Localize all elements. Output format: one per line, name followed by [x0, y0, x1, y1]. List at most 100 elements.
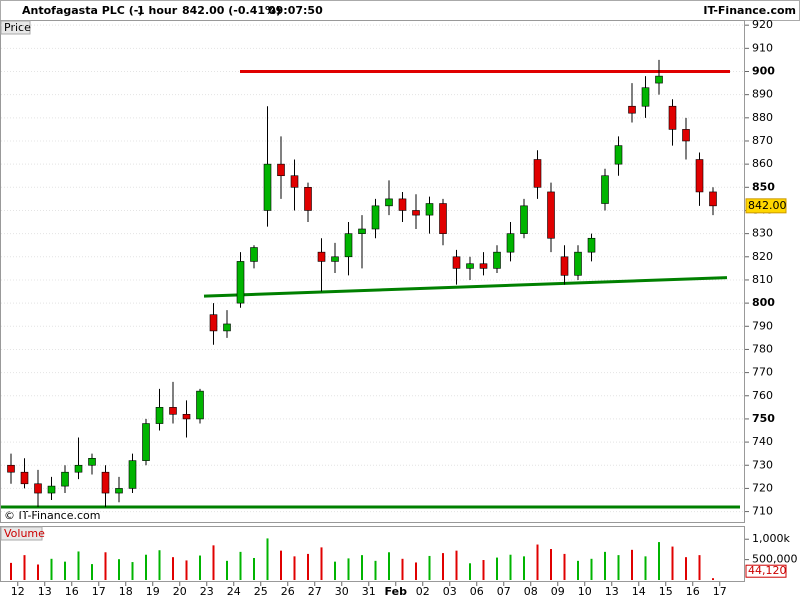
- candle-body: [169, 407, 177, 415]
- candle-body: [263, 163, 272, 211]
- volume-bar: [644, 556, 647, 580]
- volume-bar: [10, 562, 12, 580]
- volume-panel-label: Volume: [4, 527, 45, 540]
- candle-body: [236, 261, 245, 304]
- x-tick-label: 10: [578, 585, 592, 598]
- panel-tag: [0, 526, 43, 541]
- candle-body: [290, 175, 299, 188]
- candle-body: [304, 187, 312, 211]
- y-tick-label: 850: [752, 180, 775, 193]
- candle-body: [115, 488, 123, 494]
- candle-body: [614, 145, 623, 165]
- volume-bar: [145, 554, 147, 580]
- volume-bar: [631, 549, 633, 580]
- volume-bar: [388, 552, 390, 580]
- volume-bar: [550, 549, 552, 580]
- x-tick-label: 20: [173, 585, 187, 598]
- volume-bar: [226, 560, 228, 580]
- candle-body: [47, 485, 56, 494]
- x-tick-label: 30: [335, 585, 349, 598]
- x-tick-label: 23: [200, 585, 214, 598]
- volume-bar: [185, 560, 188, 580]
- candle-body: [560, 256, 569, 276]
- x-tick-label: 09: [551, 585, 565, 598]
- candle-body: [425, 203, 434, 216]
- candle-body: [493, 251, 501, 269]
- y-tick-label: 720: [752, 481, 773, 494]
- volume-bar: [428, 555, 431, 580]
- quote: 842.00 (-0.41%): [182, 4, 281, 17]
- candle-body: [641, 87, 650, 107]
- candle-body: [7, 464, 15, 473]
- trend-line: [203, 276, 728, 298]
- candle-body: [88, 458, 96, 466]
- x-tick-label: 24: [227, 585, 241, 598]
- candle-body: [412, 210, 420, 216]
- volume-bar: [307, 553, 309, 580]
- candle-body: [587, 237, 596, 253]
- volume-bar: [523, 556, 525, 580]
- x-tick-label: 14: [632, 585, 646, 598]
- volume-bar: [158, 550, 161, 580]
- candle-body: [520, 205, 528, 234]
- x-tick-label: 19: [146, 585, 160, 598]
- y-tick-label: 740: [752, 435, 773, 448]
- volume-bar: [563, 553, 566, 580]
- x-tick-label: 16: [65, 585, 79, 598]
- x-tick-label: 02: [416, 585, 430, 598]
- x-tick-label: 15: [659, 585, 673, 598]
- volume-bar: [536, 544, 539, 580]
- candle-body: [317, 251, 326, 262]
- price-frame: [0, 20, 745, 523]
- x-tick-label: 18: [119, 585, 133, 598]
- volume-bar: [199, 555, 201, 580]
- x-tick-label: 13: [38, 585, 52, 598]
- volume-bar: [212, 545, 215, 580]
- candle-body: [682, 129, 690, 142]
- candle-body: [452, 256, 461, 269]
- candle-body: [668, 105, 677, 130]
- candle-body: [574, 251, 582, 276]
- y-tick-label: 820: [752, 250, 773, 263]
- candle-body: [466, 263, 474, 269]
- x-tick-label: 16: [686, 585, 700, 598]
- y-tick-label: 1,000k: [752, 532, 790, 545]
- volume-bar: [469, 563, 471, 580]
- candle-body: [331, 256, 339, 262]
- candle-body: [223, 323, 231, 332]
- volume-bar: [401, 558, 404, 580]
- candle-body: [209, 314, 218, 332]
- x-tick-label: 25: [254, 585, 268, 598]
- last-price-label: 842.00: [748, 199, 787, 212]
- price-panel-label: Price: [4, 21, 31, 34]
- candle-body: [34, 483, 42, 494]
- y-tick-label: 900: [752, 64, 775, 77]
- volume-bar: [334, 561, 336, 580]
- y-tick-label: 800: [752, 296, 775, 309]
- last-volume-label: 44,120: [748, 564, 787, 577]
- volume-bar: [455, 550, 458, 580]
- volume-bar: [712, 578, 714, 580]
- y-tick-label: 860: [752, 157, 773, 170]
- y-tick-label: 770: [752, 366, 773, 379]
- candle-body: [601, 175, 609, 204]
- volume-bar: [658, 542, 660, 580]
- y-tick-label: 880: [752, 111, 773, 124]
- candle-body: [506, 233, 515, 253]
- candle-body: [101, 471, 110, 494]
- x-tick-label: 07: [497, 585, 511, 598]
- y-tick-label: 790: [752, 319, 773, 332]
- volume-bar: [320, 547, 323, 580]
- title: Antofagasta PLC (-): [22, 4, 143, 17]
- candle-body: [358, 228, 366, 234]
- volume-bar: [50, 558, 53, 580]
- candle-body: [439, 203, 447, 234]
- volume-bar: [590, 558, 593, 580]
- volume-bar: [496, 557, 498, 580]
- volume-bar: [617, 555, 620, 580]
- volume-bar: [509, 554, 512, 580]
- volume-bar: [671, 546, 674, 580]
- x-tick-label: 27: [308, 585, 322, 598]
- x-tick-label: 26: [281, 585, 295, 598]
